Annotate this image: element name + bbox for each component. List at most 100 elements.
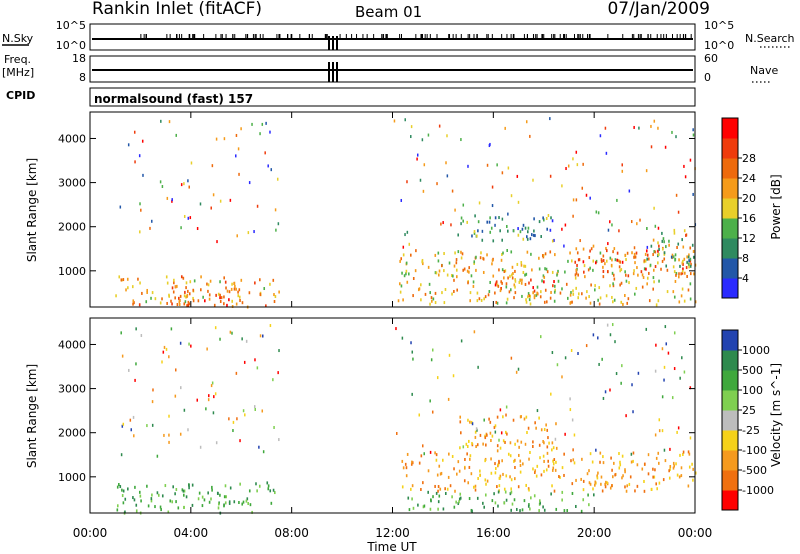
data-cell [126, 277, 129, 281]
data-cell [557, 269, 559, 273]
data-cell [412, 357, 414, 361]
data-cell [469, 454, 472, 458]
data-cell [509, 475, 511, 479]
data-cell [645, 327, 648, 331]
data-cell [552, 462, 555, 466]
data-cell [265, 121, 267, 125]
data-cell [612, 475, 614, 479]
data-cell [180, 275, 183, 279]
data-cell [400, 198, 403, 202]
data-cell [588, 295, 590, 299]
data-cell [514, 269, 516, 273]
data-cell [519, 459, 522, 463]
data-cell [476, 496, 479, 500]
data-cell [595, 448, 597, 452]
data-cell [474, 488, 477, 492]
data-cell [419, 178, 422, 182]
data-cell [673, 231, 676, 235]
data-cell [277, 222, 280, 226]
data-cell [231, 331, 233, 335]
data-cell [609, 220, 611, 224]
data-cell [127, 286, 129, 290]
data-cell [478, 201, 481, 205]
data-cell [272, 488, 275, 492]
data-cell [582, 488, 585, 492]
data-cell [494, 471, 497, 475]
data-cell [645, 249, 648, 253]
data-cell [589, 482, 592, 486]
nave-tick-bottom: 0 [704, 71, 711, 84]
data-cell [581, 292, 583, 296]
data-cell [575, 198, 578, 202]
data-cell [625, 489, 628, 493]
data-cell [658, 429, 661, 433]
data-cell [477, 220, 480, 224]
data-cell [435, 271, 438, 275]
data-cell [505, 301, 508, 305]
data-cell [673, 331, 676, 335]
data-cell [468, 439, 470, 443]
data-cell [473, 261, 475, 265]
data-cell [529, 302, 532, 306]
data-cell [166, 196, 169, 200]
data-cell [259, 278, 261, 282]
y-tick-label: 3000 [58, 177, 86, 190]
colorbar-tick-label: -25 [742, 424, 760, 437]
data-cell [510, 490, 513, 494]
data-cell [692, 133, 695, 137]
data-cell [657, 226, 660, 230]
data-cell [569, 301, 572, 305]
data-cell [656, 487, 658, 491]
data-cell [174, 285, 177, 289]
data-cell [474, 430, 477, 434]
colorbar-segment [722, 198, 738, 219]
data-cell [427, 469, 430, 473]
data-cell [135, 362, 137, 366]
data-cell [488, 220, 491, 224]
data-cell [621, 260, 624, 264]
data-cell [404, 462, 407, 466]
data-cell [145, 300, 148, 304]
data-cell [451, 454, 454, 458]
data-cell [504, 269, 507, 273]
data-cell [473, 231, 476, 235]
data-cell [611, 323, 614, 327]
freq-tick-bottom: 8 [79, 71, 86, 84]
data-cell [247, 231, 250, 235]
data-cell [681, 261, 684, 265]
data-cell [640, 270, 643, 274]
data-cell [670, 255, 673, 259]
data-region [115, 275, 280, 309]
data-cell [183, 214, 186, 218]
data-cell [121, 494, 124, 498]
data-cell [465, 442, 468, 446]
data-cell [607, 242, 609, 246]
data-cell [672, 265, 675, 269]
data-cell [514, 279, 517, 283]
data-cell [269, 282, 271, 286]
data-cell [231, 282, 233, 286]
data-cell [657, 249, 659, 253]
data-cell [436, 376, 439, 380]
data-cell [434, 451, 436, 455]
data-cell [678, 475, 681, 479]
data-cell [661, 247, 664, 251]
data-cell [219, 299, 222, 303]
data-cell [539, 499, 541, 503]
data-cell [546, 270, 549, 274]
data-cell [490, 439, 492, 443]
data-cell [399, 290, 402, 294]
data-cell [519, 470, 522, 474]
data-cell [269, 130, 271, 134]
data-cell [622, 302, 624, 306]
data-cell [519, 509, 521, 513]
data-cell [447, 475, 450, 479]
data-cell [518, 445, 520, 449]
data-cell [561, 375, 563, 379]
y-tick-label: 4000 [58, 338, 86, 351]
data-cell [530, 252, 532, 256]
data-cell [135, 503, 138, 507]
data-cell [557, 279, 560, 283]
data-cell [573, 461, 576, 465]
data-cell [668, 469, 670, 473]
